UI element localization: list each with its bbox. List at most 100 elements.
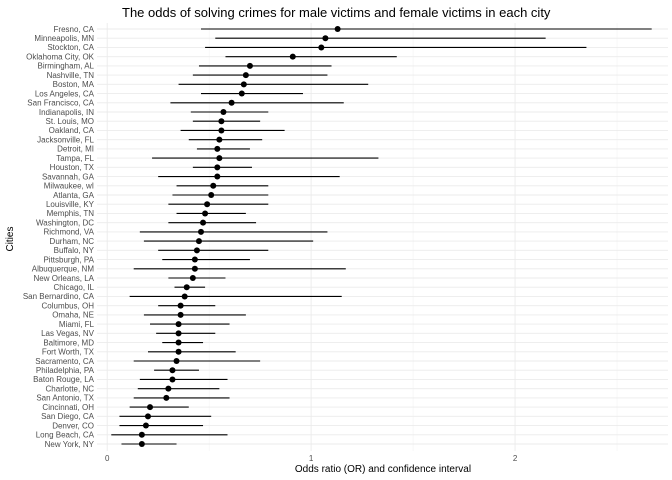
city-tick-label: San Diego, CA: [41, 412, 95, 421]
city-tick-label: Long Beach, CA: [36, 431, 95, 440]
or-point: [138, 431, 145, 438]
city-tick-label: Chicago, IL: [54, 283, 95, 292]
or-point: [204, 201, 211, 208]
or-point: [238, 90, 245, 97]
city-tick-label: Durham, NC: [50, 237, 95, 246]
or-point: [228, 99, 235, 106]
city-tick-label: Pittsburgh, PA: [43, 255, 94, 264]
city-tick-label: San Bernardino, CA: [23, 292, 95, 301]
city-tick-label: San Francisco, CA: [27, 99, 94, 108]
or-point: [195, 238, 202, 245]
city-tick-label: Tampa, FL: [56, 154, 94, 163]
city-tick-label: New York, NY: [45, 440, 95, 449]
city-tick-label: Washington, DC: [36, 218, 94, 227]
x-tick-label: 0: [105, 454, 110, 463]
or-point: [175, 339, 182, 346]
city-tick-label: Birmingham, AL: [38, 62, 95, 71]
city-tick-label: Los Angeles, CA: [35, 89, 95, 98]
city-tick-label: Omaha, NE: [52, 311, 94, 320]
or-point: [193, 247, 200, 254]
or-point: [208, 192, 215, 198]
city-tick-label: New Orleans, LA: [34, 274, 95, 283]
or-point: [322, 35, 329, 42]
or-point: [189, 275, 196, 281]
or-point: [191, 265, 198, 272]
or-point: [318, 44, 325, 51]
city-tick-label: Indianapolis, IN: [39, 108, 94, 117]
or-point: [216, 136, 223, 143]
or-point: [144, 413, 151, 420]
or-point: [169, 367, 176, 374]
or-point: [177, 302, 184, 309]
city-tick-label: Louisville, KY: [46, 200, 95, 209]
city-tick-label: Las Vegas, NV: [41, 329, 95, 338]
or-point: [334, 26, 341, 32]
or-point: [138, 441, 145, 447]
or-point: [289, 53, 296, 60]
or-point: [220, 109, 227, 115]
city-tick-label: Houston, TX: [50, 163, 95, 172]
or-point: [216, 155, 223, 162]
x-tick-labels: 0 1 2: [105, 454, 518, 463]
or-point: [246, 62, 253, 69]
city-tick-label: Nashville, TN: [47, 71, 95, 80]
city-tick-label: Philadelphia, PA: [36, 366, 95, 375]
city-tick-label: Richmond, VA: [43, 228, 94, 237]
city-tick-label: Oakland, CA: [49, 126, 95, 135]
or-point: [183, 284, 190, 291]
y-axis-title: Cities: [5, 226, 16, 251]
city-tick-label: Minneapolis, MN: [34, 34, 94, 43]
city-tick-label: Fresno, CA: [54, 25, 95, 34]
city-tick-label: Baton Rouge, LA: [33, 375, 95, 384]
or-point: [169, 376, 176, 383]
city-tick-label: Cincinnati, OH: [42, 403, 94, 412]
or-point: [181, 293, 188, 300]
point-layer: [138, 26, 341, 447]
or-point: [191, 256, 198, 263]
or-point: [142, 422, 149, 429]
or-point: [198, 228, 205, 235]
city-tick-label: Jacksonville, FL: [37, 135, 94, 144]
city-tick-label: Savannah, GA: [42, 172, 95, 181]
or-point: [175, 348, 182, 355]
city-tick-label: Miami, FL: [59, 320, 95, 329]
city-tick-label: San Antonio, TX: [36, 394, 94, 403]
or-point: [202, 210, 209, 217]
city-tick-label: Albuquerque, NM: [32, 265, 95, 274]
or-point: [175, 330, 182, 337]
or-point: [214, 145, 221, 152]
city-tick-label: Boston, MA: [53, 80, 95, 89]
x-tick-label: 1: [309, 454, 314, 463]
city-tick-label: Atlanta, GA: [53, 191, 95, 200]
x-axis-title: Odds ratio (OR) and confidence interval: [295, 464, 471, 475]
city-tick-label: Buffalo, NY: [54, 246, 95, 255]
city-tick-label: Sacramento, CA: [35, 357, 94, 366]
or-point: [214, 164, 221, 171]
city-tick-label: Charlotte, NC: [46, 384, 95, 393]
or-point: [177, 311, 184, 318]
city-tick-label: Stockton, CA: [47, 43, 94, 52]
chart-title: The odds of solving crimes for male vict…: [122, 5, 551, 20]
or-point: [242, 72, 249, 79]
or-point: [163, 394, 170, 401]
or-point: [218, 127, 225, 134]
or-point: [165, 385, 172, 392]
city-tick-label: St. Louis, MO: [46, 117, 94, 126]
city-tick-label: Oklahoma City, OK: [26, 52, 95, 61]
x-tick-label: 2: [513, 454, 518, 463]
or-point: [173, 358, 180, 364]
city-tick-label: Baltimore, MD: [43, 338, 94, 347]
city-tick-label: Denver, CO: [52, 421, 94, 430]
or-point: [147, 404, 154, 411]
or-point: [240, 81, 247, 88]
or-point: [200, 219, 207, 226]
or-point: [175, 321, 182, 328]
grid-layer: [97, 23, 668, 451]
city-tick-label: Columbus, OH: [42, 301, 95, 310]
city-tick-label: Memphis, TN: [47, 209, 95, 218]
city-tick-label: Milwaukee, wI: [44, 182, 94, 191]
city-tick-label: Detroit, MI: [57, 145, 94, 154]
city-tick-label: Fort Worth, TX: [42, 348, 95, 357]
